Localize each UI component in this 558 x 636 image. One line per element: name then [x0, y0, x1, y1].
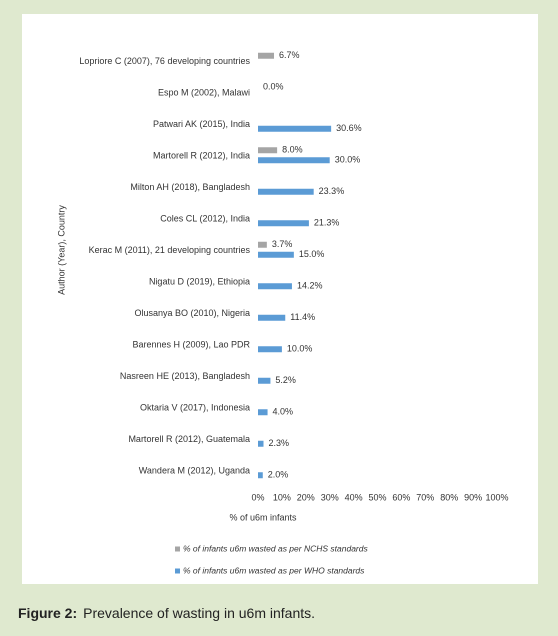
y-tick-label: Lopriore C (2007), 76 developing countri… [79, 56, 250, 66]
y-tick-label: Martorell R (2012), Guatemala [128, 434, 250, 444]
value-label: 8.0% [282, 145, 303, 155]
bar [258, 251, 294, 258]
bar [258, 283, 292, 290]
legend-swatch [175, 568, 180, 574]
value-label: 6.7% [279, 50, 300, 60]
bar [258, 157, 330, 164]
caption-text: Prevalence of wasting in u6m infants. [83, 605, 315, 621]
value-label: 30.6% [336, 123, 362, 133]
value-label: 4.0% [273, 407, 294, 417]
bar [258, 241, 267, 248]
bar [258, 314, 286, 321]
x-tick-label: 80% [440, 492, 458, 502]
x-tick-label: 50% [368, 492, 386, 502]
bar [258, 472, 263, 479]
x-tick-label: 90% [464, 492, 482, 502]
x-tick-label: 0% [251, 492, 264, 502]
x-tick-label: 20% [297, 492, 315, 502]
value-label: 0.0% [263, 82, 284, 92]
legend-label: % of infants u6m wasted as per NCHS stan… [183, 543, 368, 553]
y-axis-title: Author (Year), Country [56, 205, 66, 295]
bar [258, 220, 309, 227]
y-tick-label: Olusanya BO (2010), Nigeria [134, 308, 250, 318]
x-tick-label: 70% [416, 492, 434, 502]
value-label: 11.4% [290, 312, 315, 322]
x-tick-label: 60% [392, 492, 410, 502]
value-label: 2.0% [268, 470, 289, 480]
x-tick-label: 100% [485, 492, 508, 502]
x-tick-label: 10% [273, 492, 291, 502]
y-tick-label: Wandera M (2012), Uganda [139, 466, 250, 476]
x-axis-title: % of u6m infants [229, 512, 297, 522]
y-tick-label: Espo M (2002), Malawi [158, 88, 250, 98]
bar [258, 188, 314, 195]
y-tick-label: Nasreen HE (2013), Bangladesh [120, 371, 250, 381]
bar [258, 147, 278, 154]
y-tick-label: Nigatu D (2019), Ethiopia [149, 277, 250, 287]
legend-swatch [175, 546, 180, 552]
x-tick-label: 30% [321, 492, 339, 502]
bar [258, 52, 275, 59]
caption: Figure 2: Prevalence of wasting in u6m in… [18, 605, 315, 621]
caption-label: Figure 2: [18, 605, 77, 621]
value-label: 10.0% [287, 344, 313, 354]
value-label: 14.2% [297, 281, 323, 291]
y-tick-label: Martorell R (2012), India [153, 151, 250, 161]
value-label: 3.7% [272, 239, 293, 249]
bar [258, 409, 268, 416]
legend-label: % of infants u6m wasted as per WHO stand… [183, 565, 365, 575]
y-tick-label: Coles CL (2012), India [160, 214, 250, 224]
bar [258, 346, 282, 353]
chart-panel [22, 14, 538, 584]
x-tick-label: 40% [345, 492, 363, 502]
value-label: 5.2% [275, 375, 296, 385]
value-label: 30.0% [335, 155, 361, 165]
value-label: 15.0% [299, 249, 325, 259]
value-label: 2.3% [268, 438, 289, 448]
y-tick-label: Milton AH (2018), Bangladesh [130, 182, 250, 192]
bar [258, 377, 271, 384]
y-tick-label: Barennes H (2009), Lao PDR [132, 340, 250, 350]
bar [258, 440, 264, 447]
bar [258, 125, 332, 132]
value-label: 21.3% [314, 218, 340, 228]
y-tick-label: Patwari AK (2015), India [153, 119, 250, 129]
y-tick-label: Kerac M (2011), 21 developing countries [89, 245, 251, 255]
y-tick-label: Oktaria V (2017), Indonesia [140, 403, 250, 413]
value-label: 23.3% [319, 186, 345, 196]
